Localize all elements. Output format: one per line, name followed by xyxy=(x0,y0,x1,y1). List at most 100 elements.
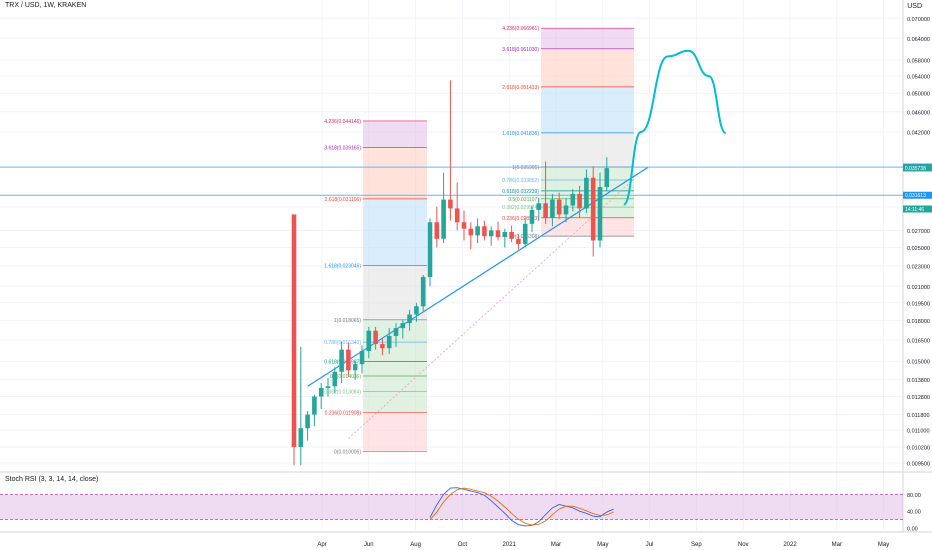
price-badge-label: 0.035738 xyxy=(905,166,926,172)
candle-body xyxy=(577,193,582,209)
candle-body xyxy=(597,187,603,241)
candle-body xyxy=(393,328,399,336)
price-tick-label: 0.012800 xyxy=(907,395,930,401)
candle-body xyxy=(495,230,501,238)
time-tick-label: Oct xyxy=(458,542,468,548)
time-tick-label: Mar xyxy=(832,542,842,548)
projection-arc xyxy=(622,49,727,206)
fib-2020-zone xyxy=(363,375,427,392)
price-tick-label: 0.054000 xyxy=(907,75,930,81)
fib-2021-level-label: 0.236(0.028573) xyxy=(502,216,539,222)
fib-2021-zone xyxy=(541,207,634,218)
fib-2021-level-label: 1(0.035905) xyxy=(512,165,539,171)
time-tick-label: 2021 xyxy=(503,542,517,548)
candle-body xyxy=(461,222,467,229)
fib-2021-level-label: 4.236(0.066961) xyxy=(502,26,539,32)
fib-2020-zone xyxy=(363,147,427,199)
fib-2021-level-label: 2.618(0.051433) xyxy=(502,85,539,91)
candle-body xyxy=(522,223,528,244)
candle-body xyxy=(509,232,514,239)
candle-body xyxy=(400,323,406,329)
fib-2020-level-label: 0.786(0.016340) xyxy=(324,340,361,346)
time-tick-label: Mar xyxy=(551,542,561,548)
candle-body xyxy=(448,199,453,209)
candle-body xyxy=(516,238,521,244)
candle-body xyxy=(454,208,460,223)
fib-2020-level-label: 1.618(0.023046) xyxy=(324,264,361,270)
price-badge xyxy=(903,164,932,172)
fib-2021-zone xyxy=(541,132,634,167)
candle-body xyxy=(305,414,310,429)
candle-body xyxy=(298,428,304,448)
stoch-tick-label: 80.00 xyxy=(907,493,921,499)
fib-2020-zone xyxy=(363,342,427,362)
fib-2020-level-label: 1(0.018065) xyxy=(334,318,361,324)
candle-body xyxy=(502,232,508,238)
stoch-band xyxy=(0,494,903,520)
candle-body xyxy=(563,205,569,215)
fib-2021-level-label: 0.618(0.032239) xyxy=(502,189,539,195)
candle-body xyxy=(550,199,555,218)
price-tick-label: 0.015000 xyxy=(907,360,930,366)
time-tick-label: Jul xyxy=(646,542,654,548)
candle-body xyxy=(543,203,548,218)
fib-2020-zone xyxy=(363,198,427,266)
price-badge-label: 14:11:46 xyxy=(905,207,924,213)
symbol-title: TRX / USD, 1W, KRAKEN xyxy=(5,2,87,9)
price-tick-label: 0.064000 xyxy=(907,37,930,43)
fib-2021-level-label: 0.5(0.031107) xyxy=(508,197,539,203)
time-tick-label: Jun xyxy=(364,542,374,548)
price-badge xyxy=(903,205,932,213)
fib-2021-level-label: 1.618(0.041836) xyxy=(502,131,539,137)
price-tick-label: 0.058000 xyxy=(907,59,930,65)
candle-body xyxy=(346,349,351,371)
price-badge-label: 0.031613 xyxy=(905,193,926,199)
price-tick-label: 0.042000 xyxy=(907,131,930,137)
candle-body xyxy=(590,177,596,241)
fib-2021-zone xyxy=(541,48,634,87)
price-tick-label: 0.013800 xyxy=(907,378,930,384)
fib-2021-zone xyxy=(541,28,634,49)
candle-body xyxy=(434,222,440,239)
price-tick-label: 0.070000 xyxy=(907,17,930,23)
stoch-d-line xyxy=(429,487,614,526)
candle-body xyxy=(332,371,338,387)
fib-2020-level-label: 0.236(0.011908) xyxy=(325,411,362,417)
candle-body xyxy=(366,330,372,352)
dotted-trendline xyxy=(348,178,635,439)
candle-body xyxy=(312,396,317,415)
candle-body xyxy=(386,335,392,349)
fib-2021-level-label: 0.786(0.033852) xyxy=(502,178,539,184)
candle-body xyxy=(604,168,610,188)
price-tick-label: 0.025000 xyxy=(907,246,930,252)
time-tick-label: May xyxy=(597,542,608,548)
candle-body xyxy=(529,209,535,224)
price-tick-label: 0.011800 xyxy=(907,413,930,419)
price-tick-label: 0.021000 xyxy=(907,285,930,291)
price-badge xyxy=(903,191,932,199)
time-tick-label: Apr xyxy=(317,542,326,548)
candle-body xyxy=(325,386,331,388)
fib-2020-level-label: 3.618(0.039165) xyxy=(324,146,361,152)
candle-body xyxy=(427,222,433,277)
candle-body xyxy=(380,344,385,349)
fib-2021-zone xyxy=(541,217,634,237)
fib-2020-zone xyxy=(363,391,427,413)
fib-2020-level-label: 2.618(0.031106) xyxy=(325,197,362,203)
candle-body xyxy=(352,364,358,371)
price-tick-label: 0.018000 xyxy=(907,319,930,325)
candle-body xyxy=(359,351,365,365)
time-tick-label: Aug xyxy=(410,542,421,548)
price-tick-label: 0.023000 xyxy=(907,265,930,271)
candle-body xyxy=(536,203,542,210)
candle-body xyxy=(414,306,419,315)
price-tick-label: 0.009500 xyxy=(907,461,930,467)
fib-2020-zone xyxy=(363,120,427,148)
price-tick-label: 0.050000 xyxy=(907,92,930,98)
candle-body xyxy=(570,193,576,206)
candle-body xyxy=(420,276,426,307)
time-tick-label: Sep xyxy=(691,542,702,548)
fib-2020-zone xyxy=(363,412,427,452)
stoch-tick-label: 40.00 xyxy=(907,510,921,516)
